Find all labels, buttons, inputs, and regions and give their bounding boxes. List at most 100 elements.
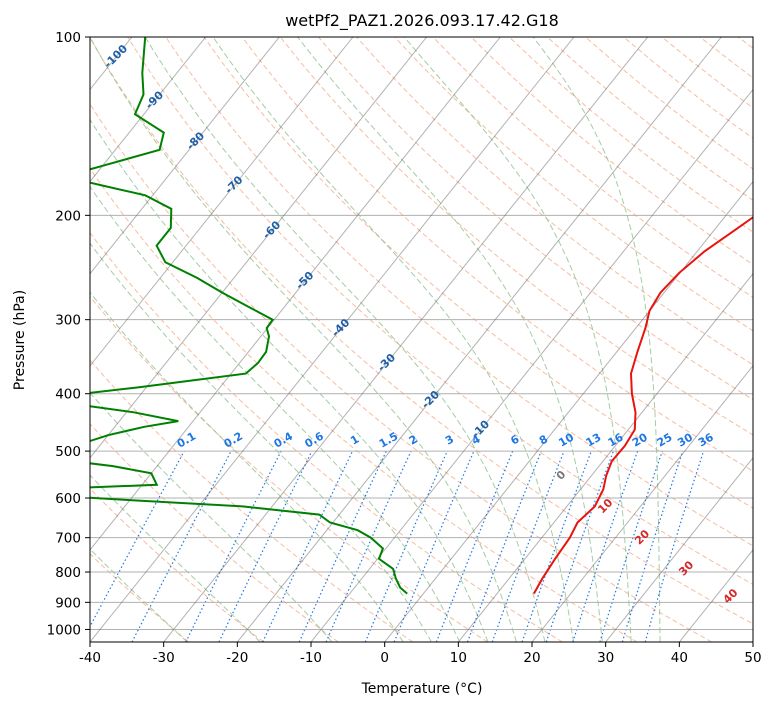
moist-adiabat-line bbox=[90, 474, 261, 642]
mixing-ratio-line bbox=[325, 450, 412, 642]
isotherm-line bbox=[163, 37, 649, 642]
isotherm-line bbox=[457, 272, 753, 642]
isotherm-line bbox=[531, 364, 753, 642]
moist-adiabat-line bbox=[403, 37, 632, 642]
isotherm-label: -20 bbox=[419, 388, 442, 411]
mixing-ratio-line bbox=[466, 450, 542, 642]
dry-adiabat-line bbox=[432, 37, 753, 298]
mixing-ratio-label: 16 bbox=[606, 430, 626, 449]
isotherm-line bbox=[384, 180, 753, 642]
mixing-ratio-label: 13 bbox=[584, 431, 604, 450]
dry-adiabat-line bbox=[90, 103, 712, 642]
y-tick-label: 600 bbox=[55, 491, 81, 507]
y-tick-label: 100 bbox=[55, 30, 81, 46]
mixing-ratio-label: 8 bbox=[537, 433, 550, 448]
isotherm-label: -70 bbox=[222, 173, 245, 196]
isotherm-line bbox=[752, 641, 753, 642]
dry-adiabat-line bbox=[165, 37, 753, 547]
moist-adiabat-line bbox=[90, 37, 517, 642]
dry-adiabat-line bbox=[318, 37, 753, 401]
isotherm-line bbox=[0, 37, 58, 642]
y-tick-label: 400 bbox=[55, 387, 81, 403]
isotherm-line bbox=[605, 457, 753, 642]
dry-adiabat-line bbox=[90, 553, 190, 642]
chart-title: wetPf2_PAZ1.2026.093.17.42.G18 bbox=[285, 11, 559, 31]
mixing-ratio-label: 2 bbox=[407, 433, 420, 448]
x-axis-label: Temperature (°C) bbox=[361, 681, 483, 697]
dry-adiabat-line bbox=[547, 37, 753, 201]
y-tick-label: 800 bbox=[55, 565, 81, 581]
x-tick-label: -30 bbox=[153, 650, 175, 666]
dry-adiabat-line bbox=[241, 37, 753, 472]
isotherm-line bbox=[90, 37, 575, 642]
moist-adiabat-line bbox=[90, 392, 333, 642]
x-tick-label: 10 bbox=[450, 650, 467, 666]
moist-adiabat-line bbox=[90, 291, 404, 642]
y-tick-label: 1000 bbox=[47, 622, 81, 638]
dry-adiabat-line bbox=[203, 37, 753, 509]
dry-adiabat-line bbox=[90, 359, 414, 642]
dry-adiabat-line bbox=[470, 37, 753, 266]
y-tick-label: 900 bbox=[55, 595, 81, 611]
y-tick-label: 300 bbox=[55, 313, 81, 329]
mixing-ratio-line bbox=[393, 450, 475, 642]
y-axis-label: Pressure (hPa) bbox=[12, 290, 28, 390]
mixing-ratio-line bbox=[185, 450, 282, 642]
moist-adiabat-line bbox=[144, 37, 546, 642]
x-tick-label: -40 bbox=[79, 650, 101, 666]
moist-adiabat-label: 30 bbox=[676, 558, 696, 578]
moist-adiabat-line bbox=[90, 118, 489, 642]
mixing-ratio-label: 0.1 bbox=[175, 430, 198, 451]
dry-adiabat-line bbox=[699, 37, 753, 79]
isotherm-line bbox=[90, 37, 354, 367]
x-tick-label: 40 bbox=[671, 650, 688, 666]
dry-adiabat-line bbox=[394, 37, 753, 332]
mixing-ratio-line bbox=[644, 450, 705, 642]
moist-adiabat-label: 0 bbox=[554, 468, 569, 483]
dry-adiabat-line bbox=[90, 295, 488, 642]
mixing-ratio-line bbox=[545, 450, 614, 642]
isotherm-line bbox=[90, 37, 501, 551]
dewpoint-profile-line bbox=[90, 37, 408, 595]
mixing-ratio-line bbox=[364, 450, 448, 642]
mixing-ratio-line bbox=[298, 450, 387, 642]
y-tick-label: 500 bbox=[55, 444, 81, 460]
mixing-ratio-label: 0.2 bbox=[222, 430, 245, 451]
isotherm-label: -100 bbox=[101, 42, 130, 71]
mixing-ratio-line bbox=[218, 450, 313, 642]
isotherm-label: -90 bbox=[143, 88, 166, 111]
dry-adiabat-line bbox=[356, 37, 753, 366]
isotherm-line bbox=[310, 88, 753, 642]
moist-adiabat-line bbox=[90, 185, 461, 642]
mixing-ratio-line bbox=[262, 450, 354, 642]
moist-adiabat-label: 40 bbox=[721, 586, 741, 606]
x-tick-label: -20 bbox=[226, 650, 248, 666]
mixing-ratio-label: 25 bbox=[655, 431, 675, 450]
moist-adiabat-line bbox=[90, 242, 432, 642]
plot-frame bbox=[89, 36, 754, 643]
dry-adiabat-line bbox=[279, 37, 753, 436]
isotherm-line bbox=[90, 37, 280, 275]
dry-adiabat-line bbox=[585, 37, 753, 170]
mixing-ratio-label: 1.5 bbox=[377, 430, 400, 451]
moist-adiabat-line bbox=[297, 37, 603, 642]
mixing-ratio-label: 3 bbox=[443, 433, 456, 448]
temperature-profile-line bbox=[533, 216, 753, 595]
isotherm-line bbox=[236, 37, 722, 642]
x-tick-label: -10 bbox=[300, 650, 322, 666]
dry-adiabat-line bbox=[90, 37, 753, 625]
mixing-ratio-line bbox=[435, 450, 514, 642]
mixing-ratio-label: 6 bbox=[508, 432, 521, 447]
moist-adiabat-line bbox=[90, 548, 188, 642]
mixing-ratio-line bbox=[599, 450, 663, 642]
isotherm-label: -60 bbox=[260, 218, 283, 241]
mixing-ratio-line bbox=[572, 450, 639, 642]
dry-adiabat-line bbox=[90, 423, 339, 642]
x-tick-label: 20 bbox=[523, 650, 540, 666]
dry-adiabat-line bbox=[737, 37, 753, 49]
isotherm-label: -80 bbox=[184, 129, 207, 152]
x-tick-label: 0 bbox=[380, 650, 389, 666]
x-tick-label: 30 bbox=[597, 650, 614, 666]
dry-adiabat-line bbox=[90, 487, 264, 642]
